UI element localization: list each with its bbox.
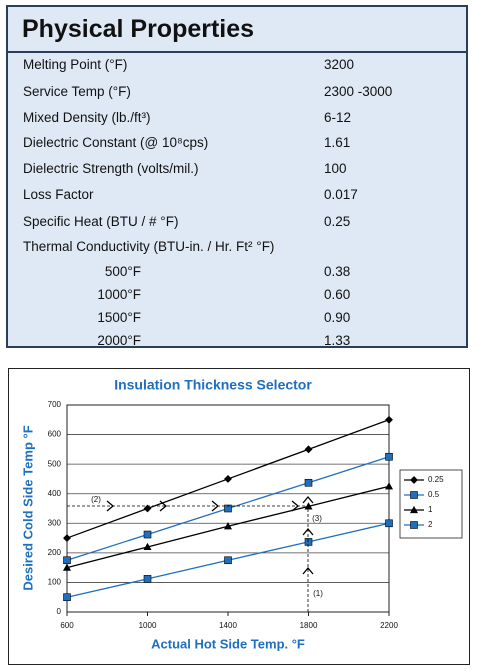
chart-frame	[8, 368, 470, 665]
value: 0.38	[324, 264, 351, 279]
marker	[63, 556, 71, 565]
chart-title: Insulation Thickness Selector	[114, 377, 312, 393]
label: 500°F	[104, 264, 141, 279]
label: 2000°F	[97, 333, 141, 348]
arrow	[302, 566, 314, 575]
value: 2300 -3000	[324, 84, 393, 99]
marker	[224, 556, 232, 565]
marker	[223, 522, 233, 530]
y-tick-label: 300	[48, 518, 62, 527]
y-tick-label: 100	[48, 578, 62, 587]
x-tick-label: 1000	[139, 621, 157, 630]
label: Specific Heat (BTU / # °F)	[23, 214, 179, 229]
marker	[143, 575, 152, 583]
marker	[304, 502, 313, 510]
label: Dielectric Strength (volts/mil.)	[23, 161, 199, 176]
x-tick-label: 1400	[219, 621, 237, 630]
label: Service Temp (°F)	[23, 84, 131, 99]
arrows	[67, 495, 314, 612]
arrow	[159, 500, 168, 512]
annotation: (2)	[91, 495, 101, 504]
y-tick-label: 600	[48, 430, 62, 439]
value: 0.017	[324, 187, 358, 202]
y-tick-label: 0	[57, 607, 62, 616]
legend-label: 2	[428, 520, 433, 529]
value: 0.90	[324, 310, 351, 325]
label: Mixed Density (lb./ft³)	[23, 110, 151, 125]
marker	[143, 530, 152, 539]
x-axis-label: Actual Hot Side Temp. °F	[151, 636, 305, 651]
properties-panel: Physical Properties Melting Point (°F) 32…	[6, 5, 468, 348]
legend-label: 0.5	[428, 490, 440, 499]
legend-marker	[409, 505, 419, 514]
annotation: (1)	[313, 589, 323, 598]
marker	[385, 452, 393, 461]
label: Dielectric Constant (@ 10⁸cps)	[23, 135, 209, 150]
legend-marker	[410, 491, 418, 499]
marker	[62, 563, 72, 571]
x-tick-label: 1800	[300, 621, 318, 630]
legend-label: 1	[428, 505, 433, 514]
annotation: (3)	[312, 514, 322, 523]
arrow	[302, 527, 314, 536]
panel-title: Physical Properties	[22, 15, 255, 43]
y-tick-label: 700	[48, 400, 62, 409]
value: 0.25	[324, 214, 351, 229]
marker	[385, 519, 393, 528]
y-tick-label: 500	[48, 459, 62, 468]
value: 1.61	[324, 135, 351, 150]
marker	[224, 504, 232, 513]
marker	[224, 475, 232, 483]
label: Melting Point (°F)	[23, 57, 128, 72]
arrow	[106, 500, 115, 512]
y-tick-label: 200	[48, 548, 62, 557]
y-axis-label: Desired Cold Side Temp °F	[20, 425, 35, 590]
value: 1.33	[324, 333, 351, 348]
x-tick-label: 600	[60, 621, 74, 630]
y-tick-label: 400	[48, 489, 62, 498]
value: 0.60	[324, 287, 351, 302]
arrow	[291, 500, 300, 512]
marker	[304, 538, 313, 546]
divider	[8, 51, 466, 53]
marker	[304, 445, 313, 454]
marker	[143, 542, 152, 551]
legend-label: 0.25	[428, 475, 444, 484]
value: 3200	[324, 57, 355, 72]
arrow	[211, 500, 220, 512]
legend-marker	[410, 521, 418, 529]
label: Loss Factor	[23, 187, 94, 202]
value: 100	[324, 161, 347, 176]
label: 1500°F	[97, 310, 141, 325]
marker	[385, 415, 393, 424]
x-tick-label: 2200	[380, 621, 398, 630]
marker	[143, 504, 152, 513]
value: 6-12	[324, 110, 352, 125]
arrow	[302, 495, 314, 504]
marker	[63, 593, 71, 602]
marker	[63, 534, 71, 542]
label: 1000°F	[97, 287, 141, 302]
label: Thermal Conductivity (BTU-in. / Hr. Ft² …	[23, 239, 275, 254]
legend-marker	[410, 476, 418, 484]
marker	[304, 478, 313, 487]
marker	[384, 482, 394, 490]
